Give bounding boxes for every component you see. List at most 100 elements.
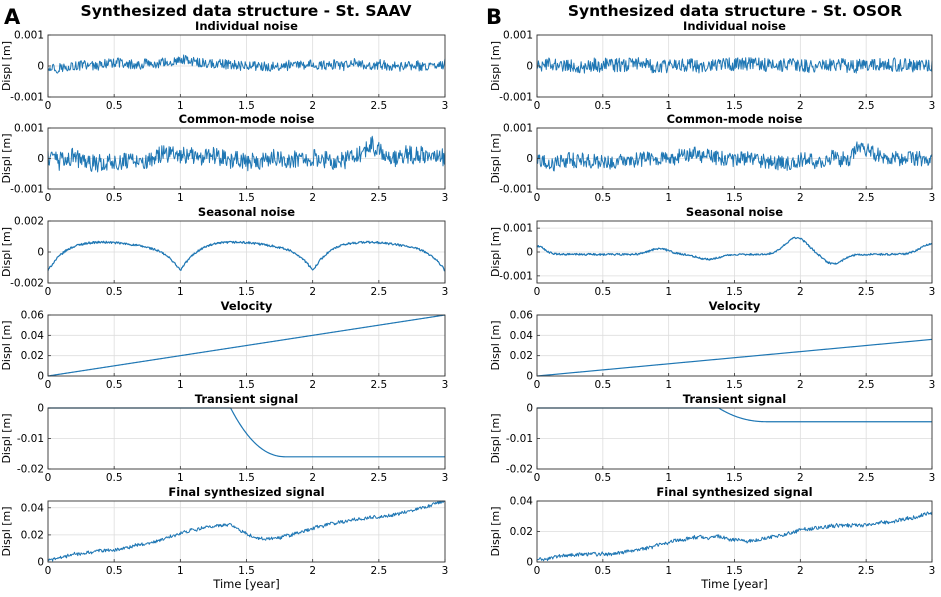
panel-title-a: Synthesized data structure - St. SAAV <box>81 2 412 20</box>
x-tick-label: 2 <box>309 286 316 298</box>
x-tick-label: 2 <box>309 565 316 577</box>
x-tick-label: 1 <box>177 472 184 484</box>
subplot-title: Final synthesized signal <box>168 485 324 499</box>
subplot-title: Final synthesized signal <box>656 485 812 499</box>
x-tick-label: 0 <box>45 286 52 298</box>
x-tick-label: 2 <box>797 472 804 484</box>
y-axis-label: Displ [m] <box>0 41 13 91</box>
x-axis-label: Time [year] <box>700 577 767 591</box>
y-tick-label: -0.001 <box>499 92 533 104</box>
x-tick-label: 1 <box>665 472 672 484</box>
y-tick-label: 0.02 <box>21 350 44 362</box>
y-tick-label: 0 <box>526 557 533 569</box>
x-tick-label: 0 <box>45 379 52 391</box>
y-tick-label: -0.001 <box>499 184 533 196</box>
x-tick-label: 1 <box>665 379 672 391</box>
y-tick-label: -0.002 <box>10 278 44 290</box>
x-tick-label: 1.5 <box>726 192 743 204</box>
y-tick-label: 0.04 <box>510 330 534 342</box>
y-tick-label: 0.02 <box>21 529 44 541</box>
y-tick-label: 0 <box>37 403 44 415</box>
subplot-b-4: 0 0.5 1 1.5 2 2.5 3 -0.02 -0.01 0 Transient signal… <box>489 392 935 484</box>
x-tick-label: 0 <box>45 472 52 484</box>
x-tick-label: 1 <box>177 379 184 391</box>
y-axis-label: Displ [m] <box>489 413 502 463</box>
x-tick-label: 2 <box>309 192 316 204</box>
y-tick-label: 0 <box>37 557 44 569</box>
x-tick-label: 1.5 <box>238 286 255 298</box>
x-tick-label: 1 <box>665 286 672 298</box>
x-tick-label: 0 <box>45 565 52 577</box>
y-tick-label: 0 <box>526 153 533 165</box>
x-tick-label: 2 <box>309 472 316 484</box>
x-tick-label: 2 <box>797 286 804 298</box>
y-tick-label: 0.001 <box>503 223 533 235</box>
y-tick-label: 0.001 <box>503 123 533 135</box>
x-tick-label: 2.5 <box>370 100 387 112</box>
series-line <box>47 314 446 377</box>
y-tick-label: -0.02 <box>506 464 533 476</box>
x-tick-label: 1 <box>177 565 184 577</box>
x-tick-label: 0.5 <box>106 100 123 112</box>
x-tick-label: 1 <box>177 286 184 298</box>
y-axis-label: Displ [m] <box>489 506 502 556</box>
x-tick-label: 0 <box>45 192 52 204</box>
y-axis-label: Displ [m] <box>0 506 13 556</box>
x-tick-label: 0 <box>45 100 52 112</box>
x-tick-label: 0.5 <box>594 379 611 391</box>
x-tick-label: 1.5 <box>726 100 743 112</box>
y-tick-label: 0.02 <box>510 350 533 362</box>
x-tick-label: 1.5 <box>238 192 255 204</box>
x-tick-label: 2.5 <box>370 379 387 391</box>
y-tick-label: -0.001 <box>10 92 44 104</box>
y-tick-label: 0 <box>526 371 533 383</box>
x-tick-label: 3 <box>442 192 449 204</box>
x-tick-label: 0.5 <box>106 192 123 204</box>
y-tick-label: 0 <box>37 371 44 383</box>
x-tick-label: 2.5 <box>370 192 387 204</box>
series-line <box>536 338 933 377</box>
x-tick-label: 2.5 <box>858 100 875 112</box>
y-tick-label: -0.01 <box>17 433 44 445</box>
x-tick-label: 3 <box>442 379 449 391</box>
x-tick-label: 2.5 <box>370 472 387 484</box>
subplot-title: Seasonal noise <box>686 205 783 219</box>
x-tick-label: 3 <box>929 565 936 577</box>
x-tick-label: 3 <box>442 565 449 577</box>
subplot-a-5: 0 0.5 1 1.5 2 2.5 3 0 0.02 0.04 Final synthesized … <box>0 485 448 591</box>
x-tick-label: 1.5 <box>726 472 743 484</box>
subplot-title: Individual noise <box>195 19 298 33</box>
y-tick-label: 0 <box>526 61 533 73</box>
x-tick-label: 3 <box>929 286 936 298</box>
series-line <box>536 511 933 562</box>
panel-letter-b: B <box>486 5 502 29</box>
subplot-title: Individual noise <box>683 19 786 33</box>
subplot-a-4: 0 0.5 1 1.5 2 2.5 3 -0.02 -0.01 0 Transient signal… <box>0 392 448 484</box>
y-tick-label: 0.001 <box>14 123 44 135</box>
x-tick-label: 0.5 <box>594 100 611 112</box>
y-tick-label: 0.04 <box>21 502 45 514</box>
x-tick-label: 0.5 <box>594 565 611 577</box>
subplot-b-5: 0 0.5 1 1.5 2 2.5 3 0 0.02 0.04 Final synthesized … <box>489 485 935 591</box>
series-line <box>536 141 933 172</box>
y-tick-label: 0.001 <box>503 30 533 42</box>
y-axis-label: Displ [m] <box>0 133 13 183</box>
x-tick-label: 1 <box>665 100 672 112</box>
y-tick-label: 0.06 <box>21 310 45 322</box>
x-tick-label: 0 <box>534 379 541 391</box>
x-tick-label: 0 <box>534 565 541 577</box>
subplot-b-3: 0 0.5 1 1.5 2 2.5 3 0 0.02 0.04 0.06 Velocity Displ … <box>489 299 935 391</box>
x-tick-label: 1 <box>665 192 672 204</box>
y-axis-label: Displ [m] <box>0 413 13 463</box>
x-tick-label: 3 <box>442 100 449 112</box>
subplot-title: Transient signal <box>195 392 298 406</box>
x-tick-label: 1 <box>665 565 672 577</box>
y-tick-label: 0 <box>526 247 533 259</box>
x-tick-label: 2 <box>797 379 804 391</box>
y-axis-label: Displ [m] <box>489 133 502 183</box>
x-tick-label: 2.5 <box>858 286 875 298</box>
x-tick-label: 2 <box>309 379 316 391</box>
